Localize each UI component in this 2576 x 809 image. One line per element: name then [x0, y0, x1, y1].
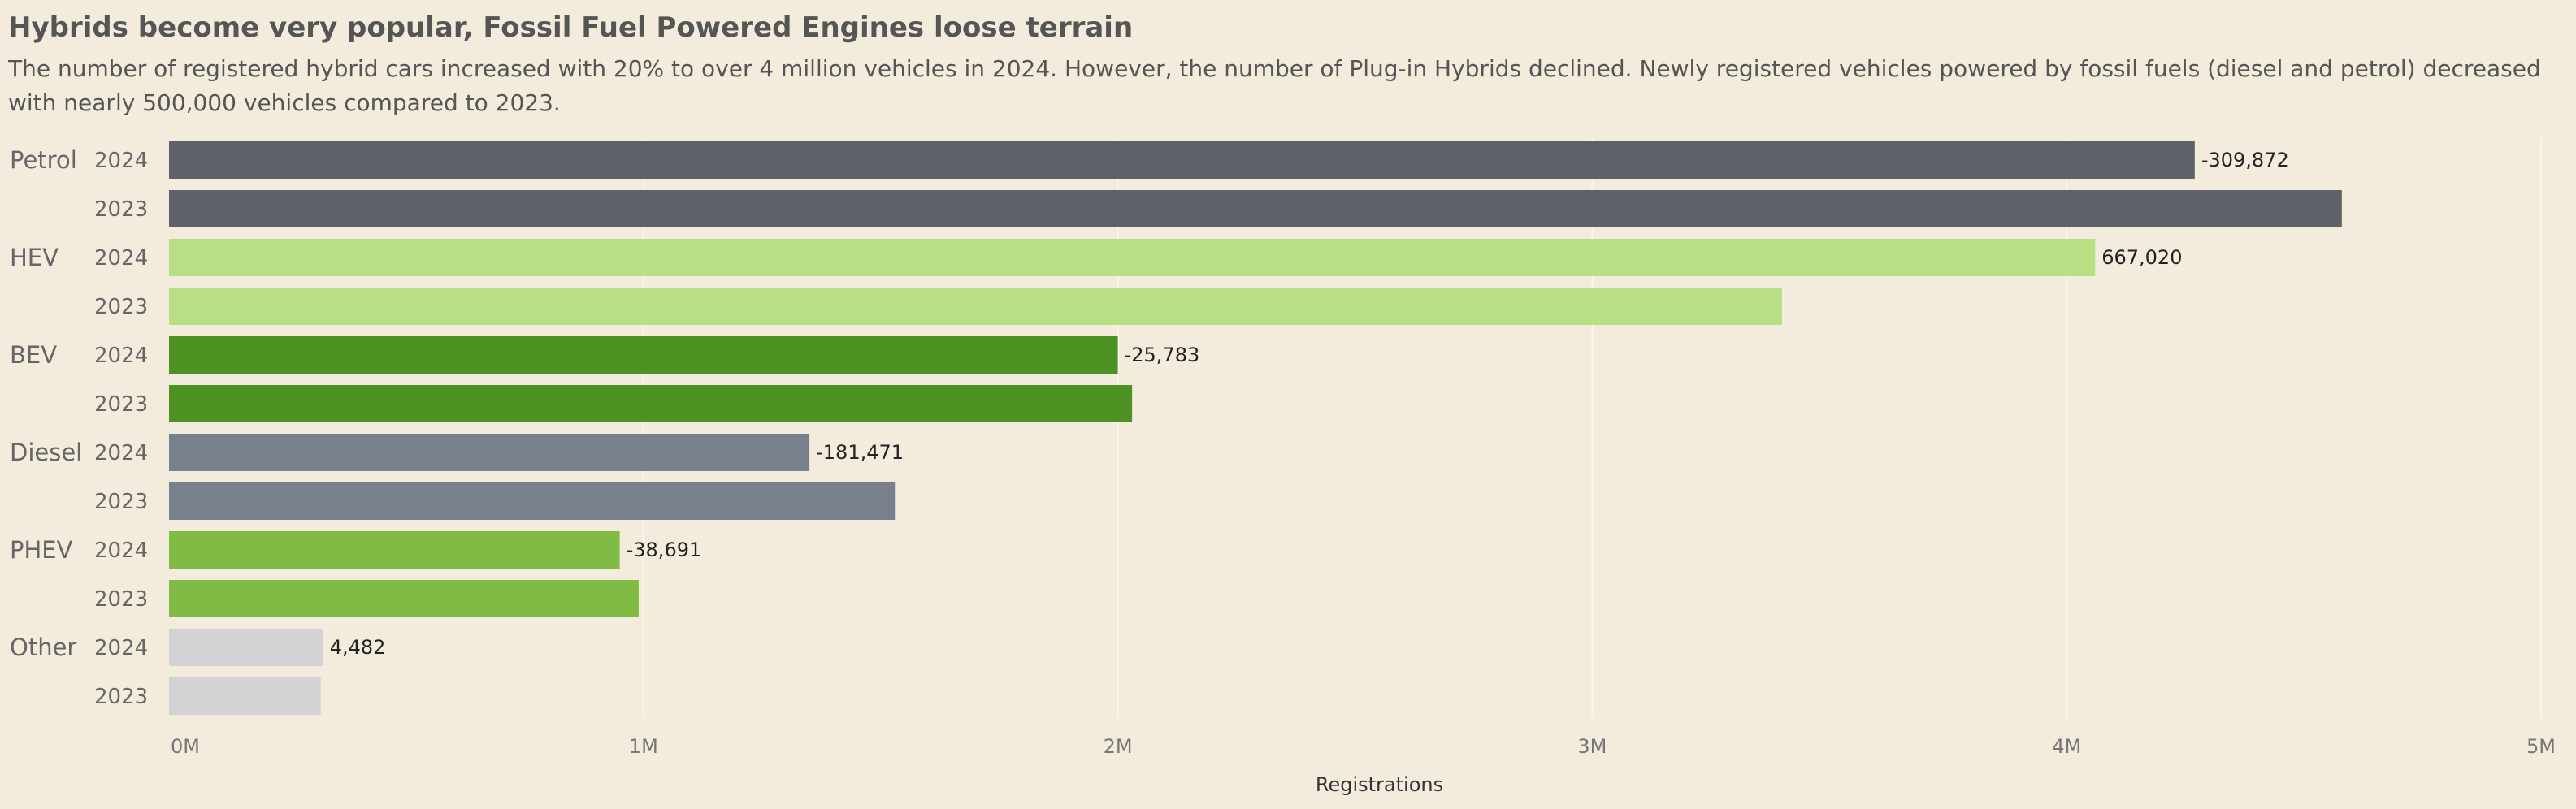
bar: [169, 385, 1133, 422]
bar: [169, 531, 620, 569]
year-label: 2023: [94, 295, 148, 319]
bar-value-label: -181,471: [816, 441, 904, 464]
bar-value-label: -25,783: [1125, 344, 1200, 366]
category-label: Other: [10, 634, 76, 661]
bar: [169, 190, 2342, 227]
x-tick-label: 1M: [629, 735, 658, 758]
bar-value-label: 4,482: [330, 636, 386, 659]
category-label: HEV: [10, 244, 59, 271]
x-tick-label: 2M: [1104, 735, 1133, 758]
category-label: Petrol: [10, 146, 77, 174]
year-label: 2024: [94, 246, 148, 270]
bar: [169, 434, 810, 471]
year-label: 2024: [94, 539, 148, 563]
year-label: 2024: [94, 149, 148, 173]
x-tick-label: 0M: [171, 735, 200, 758]
x-tick-label: 4M: [2052, 735, 2081, 758]
bar: [169, 677, 321, 715]
bar: [169, 629, 323, 666]
bar: [169, 336, 1118, 374]
year-label: 2024: [94, 441, 148, 465]
year-label: 2023: [94, 587, 148, 612]
x-tick-label: 3M: [1577, 735, 1607, 758]
bar-value-label: -38,691: [627, 539, 702, 561]
year-label: 2024: [94, 344, 148, 368]
category-label: PHEV: [10, 536, 73, 564]
x-axis-title: Registrations: [1316, 773, 1443, 796]
bar: [169, 580, 639, 617]
year-label: 2023: [94, 392, 148, 417]
year-label: 2023: [94, 197, 148, 222]
category-label: Diesel: [10, 439, 82, 466]
bar-value-label: -309,872: [2201, 149, 2289, 171]
year-label: 2024: [94, 636, 148, 660]
bar: [169, 141, 2195, 179]
year-label: 2023: [94, 685, 148, 709]
bar: [169, 482, 896, 520]
chart-title: Hybrids become very popular, Fossil Fuel…: [8, 11, 1134, 44]
year-label: 2023: [94, 490, 148, 514]
chart-subtitle: The number of registered hybrid cars inc…: [8, 55, 2541, 116]
bar: [169, 288, 1782, 325]
bar-value-label: 667,020: [2101, 246, 2182, 269]
category-label: BEV: [10, 341, 57, 369]
x-tick-label: 5M: [2526, 735, 2556, 758]
bar: [169, 239, 2096, 276]
